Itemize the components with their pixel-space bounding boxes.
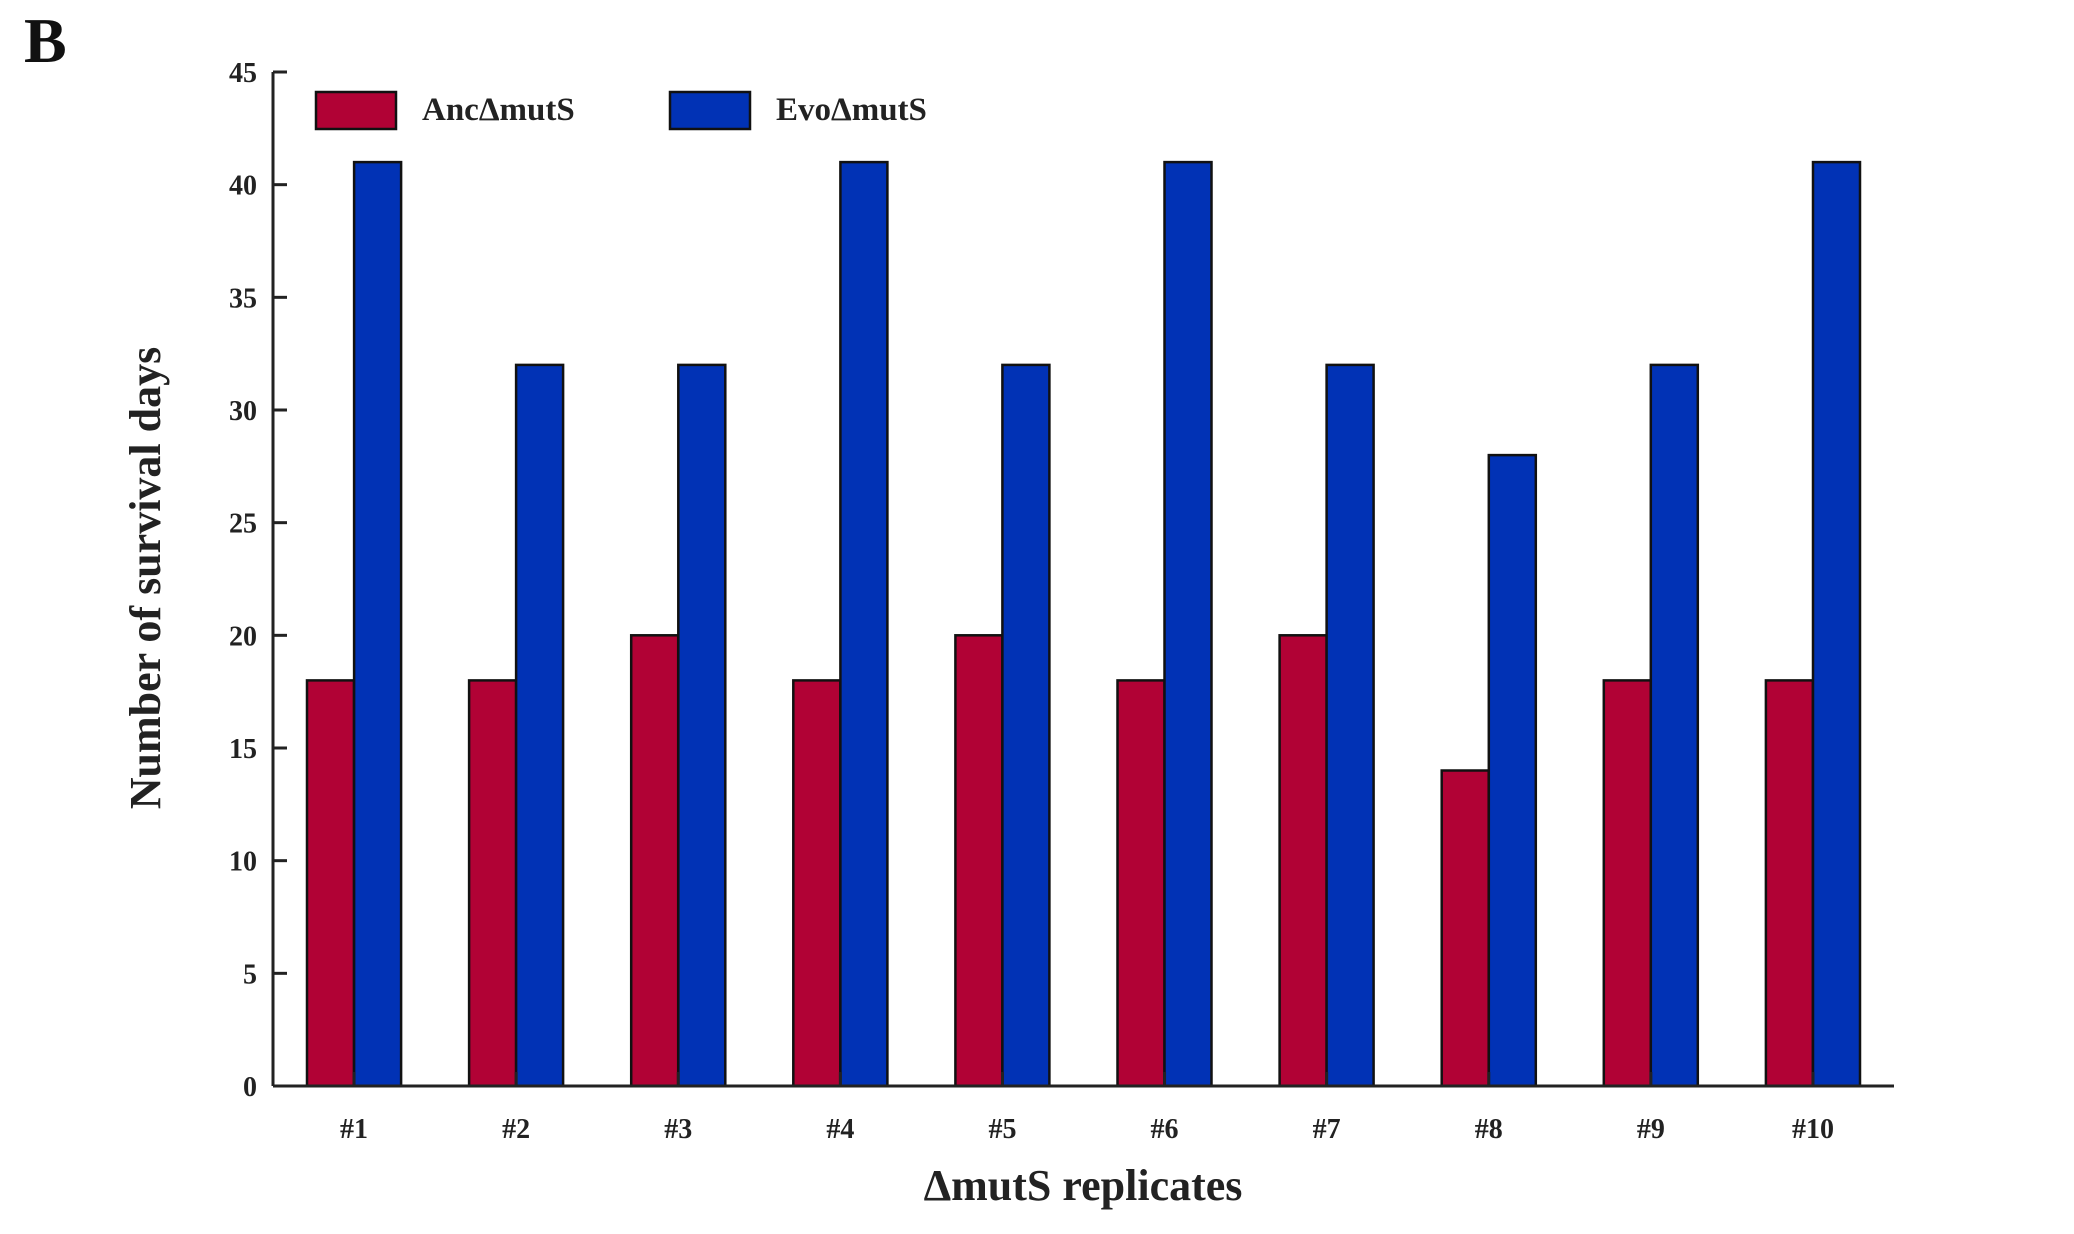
x-tick-label-1: #1 [340,1114,368,1145]
legend-label-anc: AncΔmutS [422,92,575,128]
y-tick-label-25: 25 [229,509,257,540]
bar-anc-1 [305,679,356,1088]
bar-evo-3 [677,363,727,1088]
y-tick-label-30: 30 [229,396,257,427]
bar-anc-4 [792,679,842,1088]
x-tick-label-7: #7 [1313,1114,1341,1145]
y-tick-label-15: 15 [229,734,257,765]
bar-evo-5 [1001,363,1051,1088]
y-ticks-group: 0 5 10 15 20 25 30 35 40 45 [229,58,287,1103]
legend: AncΔmutS EvoΔmutS [314,90,927,131]
y-tick-label-20: 20 [229,621,257,652]
x-tick-label-9: #9 [1637,1114,1665,1145]
bar-evo-6 [1163,160,1213,1088]
bar-anc-7 [1278,634,1328,1088]
legend-swatch-anc [314,90,398,131]
x-tick-label-4: #4 [826,1114,854,1145]
bar-anc-3 [629,634,680,1088]
x-tick-label-3: #3 [664,1114,692,1145]
bar-evo-8 [1487,453,1538,1088]
y-axis-title: Number of survival days [121,347,170,809]
bar-evo-1 [352,160,403,1088]
bar-anc-8 [1440,769,1490,1088]
bar-anc-9 [1602,679,1653,1088]
bar-anc-2 [467,679,518,1088]
legend-label-evo: EvoΔmutS [776,92,927,128]
bars-group [305,160,1862,1088]
bar-evo-10 [1811,160,1862,1088]
x-tick-label-5: #5 [988,1114,1016,1145]
x-tick-label-6: #6 [1151,1114,1179,1145]
x-tick-label-10: #10 [1792,1114,1834,1145]
bar-evo-9 [1649,363,1700,1088]
panel-label: B [24,5,67,76]
x-axis-title: ΔmutS replicates [924,1161,1243,1210]
legend-swatch-evo [668,90,752,131]
y-tick-label-0: 0 [243,1072,257,1103]
y-tick-label-45: 45 [229,58,257,89]
bar-evo-7 [1325,363,1375,1088]
bar-evo-2 [514,363,565,1088]
bar-anc-5 [954,634,1004,1088]
y-tick-label-5: 5 [243,959,257,990]
bar-anc-6 [1116,679,1166,1088]
x-ticks-group: #1 #2 #3 #4 #5 #6 #7 #8 #9 #10 [340,1072,1834,1145]
bar-anc-10 [1764,679,1815,1088]
x-tick-label-2: #2 [502,1114,530,1145]
y-tick-label-35: 35 [229,283,257,314]
bar-evo-4 [839,160,889,1088]
y-tick-label-10: 10 [229,847,257,878]
x-tick-label-8: #8 [1475,1114,1503,1145]
y-tick-label-40: 40 [229,171,257,202]
